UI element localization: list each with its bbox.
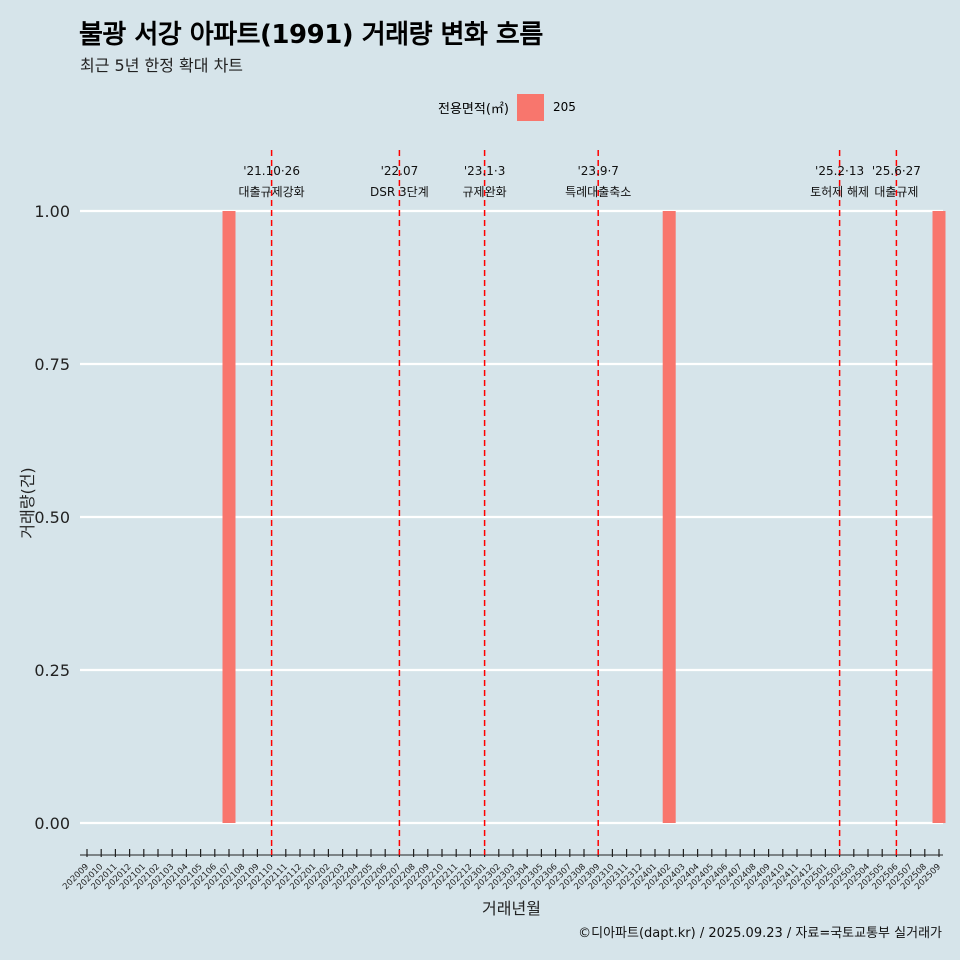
legend-swatch: [516, 93, 544, 121]
event-label: DSR 3단계: [370, 185, 429, 199]
bar: [222, 211, 236, 823]
legend-label: 205: [552, 100, 576, 114]
bar: [662, 211, 676, 823]
event-date-label: '22.07: [381, 164, 419, 178]
event-date-label: '21.10·26: [243, 164, 300, 178]
y-tick-label: 0.75: [34, 355, 70, 374]
caption: ©디아파트(dapt.kr) / 2025.09.23 / 자료=국토교통부 실…: [578, 926, 942, 941]
legend-title: 전용면적(㎡): [438, 101, 509, 117]
y-tick-label: 1.00: [34, 202, 70, 221]
y-tick-label: 0.00: [34, 814, 70, 833]
event-label: 대출규제: [874, 185, 918, 199]
y-tick-label: 0.50: [34, 508, 70, 527]
event-label: 토허제 해제: [810, 185, 869, 199]
legend: 전용면적(㎡) 205: [438, 93, 576, 121]
y-tick-label: 0.25: [34, 661, 70, 680]
event-date-label: '23.1·3: [464, 164, 505, 178]
event-date-label: '25.6·27: [872, 164, 921, 178]
page-subtitle: 최근 5년 한정 확대 차트: [80, 56, 244, 75]
page-title: 불광 서강 아파트(1991) 거래량 변화 흐름: [79, 20, 543, 50]
event-date-label: '23.9·7: [577, 164, 618, 178]
bar: [932, 211, 946, 823]
y-axis-title: 거래량(건): [18, 467, 37, 538]
event-label: 특례대출축소: [565, 185, 631, 199]
x-axis-title: 거래년월: [482, 899, 541, 918]
event-label: 대출규제강화: [238, 185, 304, 199]
event-date-label: '25.2·13: [815, 164, 864, 178]
event-label: 규제완화: [463, 185, 507, 199]
